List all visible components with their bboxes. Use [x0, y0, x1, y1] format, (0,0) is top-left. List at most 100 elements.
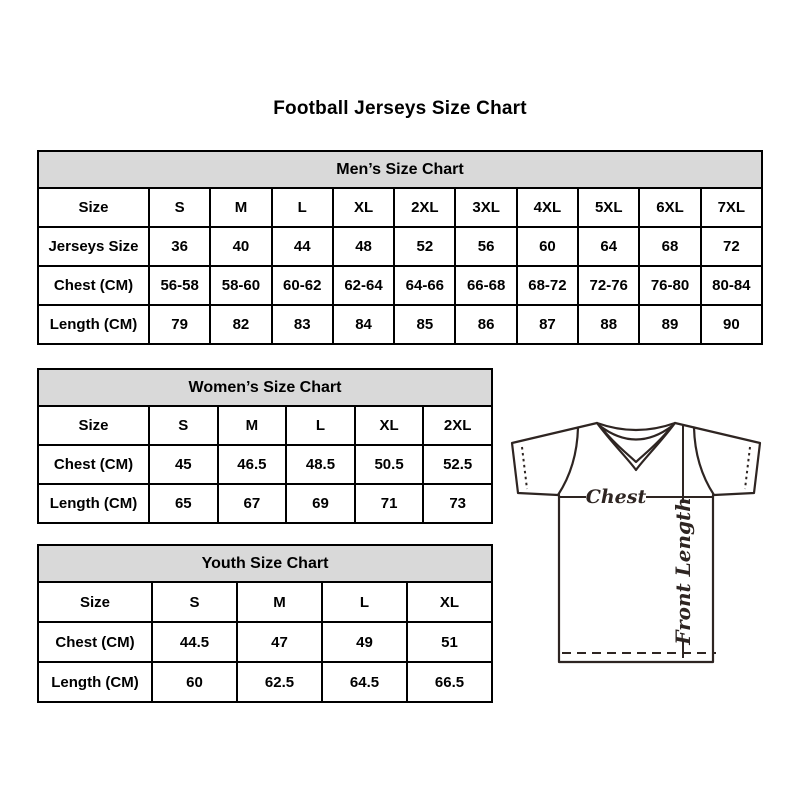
table-cell: 67: [216, 483, 288, 524]
table-cell: 72-76: [577, 265, 641, 306]
table-cell: S: [151, 581, 238, 623]
table-cell: 60-62: [270, 265, 334, 306]
row-header-cell: Chest (CM): [37, 444, 150, 485]
table-cell: 56: [454, 226, 518, 267]
row-header-cell: Length (CM): [37, 483, 150, 524]
jersey-body: [557, 493, 715, 664]
womens-size-table: Women’s Size Chart Size S M L XL 2XL Chest (CM)…: [37, 368, 493, 524]
table-cell: XL: [353, 405, 425, 446]
table-cell: 45: [148, 444, 219, 485]
table-cell: 68: [638, 226, 702, 267]
mens-table-title: Men’s Size Chart: [37, 150, 763, 189]
jersey-right-sleeve: [673, 421, 762, 497]
table-cell: 51: [406, 621, 493, 663]
table-cell: 71: [353, 483, 425, 524]
row-header-cell: Size: [37, 405, 150, 446]
table-cell: 7XL: [699, 187, 764, 228]
jersey-collar-back-top: [595, 421, 677, 432]
front-length-label: Front Length: [671, 497, 695, 646]
table-cell: 48: [331, 226, 396, 267]
table-cell: 90: [699, 304, 764, 345]
table-cell: 5XL: [577, 187, 641, 228]
table-cell: 87: [515, 304, 580, 345]
table-cell: 66.5: [406, 661, 493, 703]
row-header-cell: Length (CM): [37, 661, 153, 703]
jersey-left-cuff-stitch: [521, 446, 528, 490]
youth-table-title: Youth Size Chart: [37, 544, 493, 583]
table-cell: 84: [331, 304, 396, 345]
jersey-vneck-inner: [599, 425, 673, 464]
youth-grid: Youth Size Chart Size S M L XL Chest (CM) 44.5 4…: [37, 544, 493, 703]
womens-grid: Women’s Size Chart Size S M L XL 2XL Chest (CM)…: [37, 368, 493, 524]
jersey-collar-back-bottom: [598, 424, 674, 441]
table-row: Length (CM) 79 82 83 84 85 86 87 88 89 90: [37, 304, 764, 345]
table-cell: S: [147, 187, 212, 228]
table-cell: 73: [422, 483, 493, 524]
table-cell: 56-58: [147, 265, 212, 306]
womens-table-title: Women’s Size Chart: [37, 368, 493, 407]
jersey-left-sleeve: [510, 421, 599, 497]
jersey-right-cuff-stitch: [744, 446, 751, 490]
row-header-cell: Size: [37, 581, 153, 623]
table-cell: 2XL: [422, 405, 493, 446]
table-cell: S: [148, 405, 219, 446]
table-cell: L: [285, 405, 356, 446]
table-cell: M: [236, 581, 323, 623]
table-cell: 82: [209, 304, 273, 345]
table-cell: M: [216, 405, 288, 446]
table-cell: 6XL: [638, 187, 702, 228]
table-row: Length (CM) 60 62.5 64.5 66.5: [37, 661, 493, 703]
row-header-cell: Jerseys Size: [37, 226, 150, 267]
table-cell: 49: [321, 621, 408, 663]
table-cell: 80-84: [699, 265, 764, 306]
table-cell: XL: [406, 581, 493, 623]
table-cell: 65: [148, 483, 219, 524]
table-cell: L: [321, 581, 408, 623]
table-cell: 66-68: [454, 265, 518, 306]
row-header-cell: Chest (CM): [37, 265, 150, 306]
table-row: Chest (CM) 44.5 47 49 51: [37, 621, 493, 663]
jersey-diagram: Chest Front Length: [510, 421, 762, 664]
table-cell: 46.5: [216, 444, 288, 485]
table-cell: 62-64: [331, 265, 396, 306]
table-row: Length (CM) 65 67 69 71 73: [37, 483, 493, 524]
table-cell: 62.5: [236, 661, 323, 703]
youth-size-table: Youth Size Chart Size S M L XL Chest (CM) 44.5 4…: [37, 544, 493, 703]
table-cell: 64.5: [321, 661, 408, 703]
table-cell: 50.5: [353, 444, 425, 485]
table-row: Size S M L XL 2XL: [37, 405, 493, 446]
row-header-cell: Chest (CM): [37, 621, 153, 663]
table-cell: 60: [151, 661, 238, 703]
table-row: Size S M L XL 2XL 3XL 4XL 5XL 6XL 7XL: [37, 187, 764, 228]
table-cell: 47: [236, 621, 323, 663]
table-cell: 83: [270, 304, 334, 345]
table-cell: 72: [699, 226, 764, 267]
table-cell: 48.5: [285, 444, 356, 485]
table-cell: 3XL: [454, 187, 518, 228]
table-row: Chest (CM) 56-58 58-60 60-62 62-64 64-66 66-68…: [37, 265, 764, 306]
table-cell: 88: [577, 304, 641, 345]
table-cell: 68-72: [515, 265, 580, 306]
table-cell: 76-80: [638, 265, 702, 306]
table-cell: 64-66: [393, 265, 457, 306]
mens-grid: Men’s Size Chart Size S M L XL 2XL 3XL 4XL 5XL 6XL…: [37, 150, 764, 345]
jersey-right-armhole-seam: [692, 426, 716, 497]
table-cell: 4XL: [515, 187, 580, 228]
row-header-cell: Length (CM): [37, 304, 150, 345]
table-cell: M: [209, 187, 273, 228]
table-cell: 52.5: [422, 444, 493, 485]
mens-size-table: Men’s Size Chart Size S M L XL 2XL 3XL 4XL 5XL 6XL…: [37, 150, 764, 345]
table-cell: 89: [638, 304, 702, 345]
table-cell: 64: [577, 226, 641, 267]
table-cell: 85: [393, 304, 457, 345]
table-cell: L: [270, 187, 334, 228]
table-cell: 60: [515, 226, 580, 267]
table-row: Size S M L XL: [37, 581, 493, 623]
table-cell: 44: [270, 226, 334, 267]
table-row: Chest (CM) 45 46.5 48.5 50.5 52.5: [37, 444, 493, 485]
chest-label: Chest: [586, 486, 647, 508]
table-cell: 52: [393, 226, 457, 267]
table-row: Jerseys Size 36 40 44 48 52 56 60 64 68 72: [37, 226, 764, 267]
table-cell: 58-60: [209, 265, 273, 306]
jersey-left-armhole-seam: [556, 426, 580, 497]
